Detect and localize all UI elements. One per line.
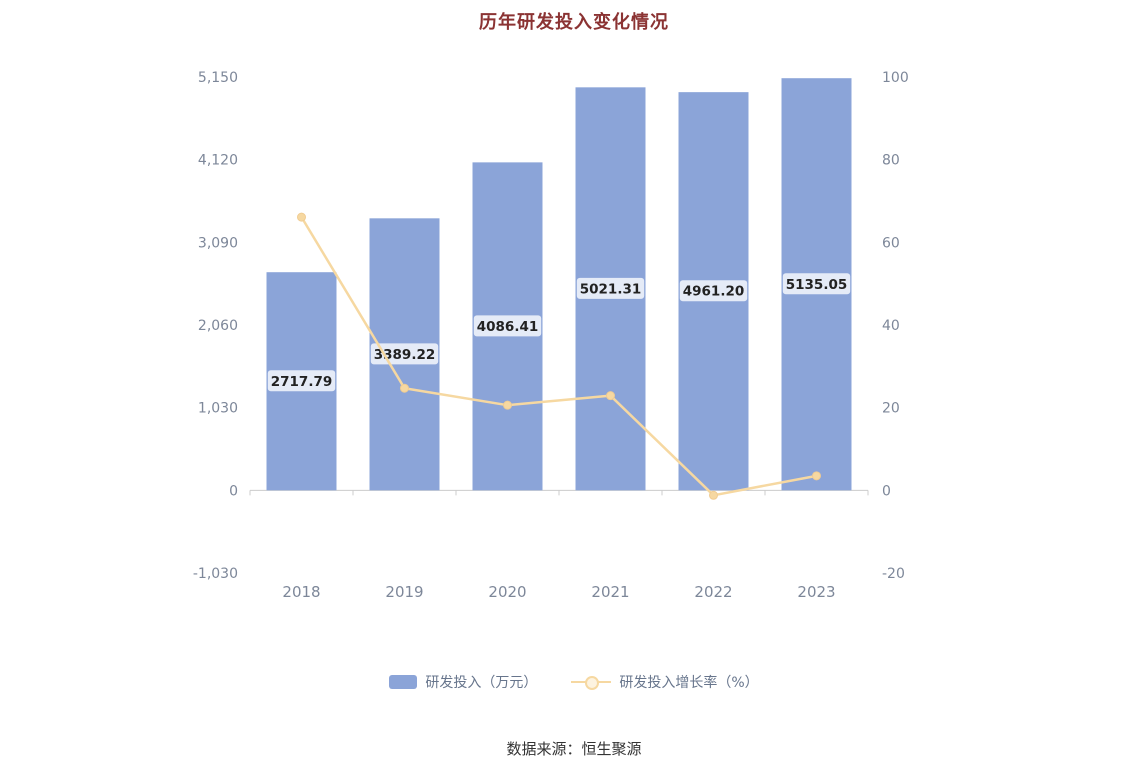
y-axis-left-tick-label: 0 xyxy=(229,483,238,499)
bar-value-label-bg xyxy=(679,280,748,302)
bar-series-swatch-icon xyxy=(389,675,418,689)
bar-value-label: 5021.31 xyxy=(580,281,642,297)
y-axis-right-tick-label: 20 xyxy=(882,401,900,417)
growth-rate-point xyxy=(709,490,718,500)
data-source-note: 数据来源：恒生聚源 xyxy=(506,740,642,758)
y-axis-left-tick-label: -1,030 xyxy=(193,566,238,582)
x-axis-category-label: 2018 xyxy=(282,583,320,601)
growth-rate-line xyxy=(300,216,817,497)
legend-label: 研发投入增长率（%） xyxy=(619,675,759,691)
growth-rate-point xyxy=(297,212,306,222)
bar-value-label-bg xyxy=(267,370,336,392)
bar-value-label: 4961.20 xyxy=(683,284,745,300)
y-axis-right-tick-label: 80 xyxy=(882,153,900,169)
bar-value-label: 3389.22 xyxy=(374,347,436,363)
bar-value-label-bg xyxy=(782,273,851,295)
x-axis-category-label: 2021 xyxy=(591,583,629,601)
bar-value-label-bg xyxy=(576,277,645,299)
x-axis-category-label: 2020 xyxy=(488,583,526,601)
x-axis-category-label: 2023 xyxy=(797,583,835,601)
x-axis-category-label: 2019 xyxy=(385,583,423,601)
growth-rate-point xyxy=(812,471,821,481)
growth-rate-point xyxy=(606,391,615,401)
y-axis-right-tick-label: 60 xyxy=(882,235,900,251)
x-axis-category-label: 2022 xyxy=(694,583,732,601)
y-axis-right-tick-label: 40 xyxy=(882,318,900,334)
chart-title: 历年研发投入变化情况 xyxy=(479,12,669,33)
y-axis-right-tick-label: 0 xyxy=(882,483,891,499)
legend-label: 研发投入（万元） xyxy=(425,675,538,691)
y-axis-right-tick-label: -20 xyxy=(882,566,905,582)
growth-rate-point xyxy=(503,400,512,410)
y-axis-left-tick-label: 4,120 xyxy=(198,153,238,169)
y-axis-left-tick-label: 5,150 xyxy=(198,70,238,86)
y-axis-right-tick-label: 100 xyxy=(882,70,909,86)
bar-value-label: 2717.79 xyxy=(271,374,333,390)
growth-rate-point xyxy=(400,383,409,393)
legend: 研发投入（万元） 研发投入增长率（%） xyxy=(0,672,1148,692)
y-axis-left-tick-label: 2,060 xyxy=(198,318,238,334)
legend-item-rd-investment[interactable]: 研发投入（万元） xyxy=(389,672,537,692)
bar-value-label-bg xyxy=(473,315,542,337)
y-axis-left-tick-label: 3,090 xyxy=(198,235,238,251)
legend-item-growth-rate[interactable]: 研发投入增长率（%） xyxy=(571,672,759,692)
bar-value-label: 5135.05 xyxy=(786,277,848,293)
bar-value-label: 4086.41 xyxy=(477,319,539,335)
line-series-swatch-icon xyxy=(571,675,612,690)
y-axis-left-tick-label: 1,030 xyxy=(198,401,238,417)
